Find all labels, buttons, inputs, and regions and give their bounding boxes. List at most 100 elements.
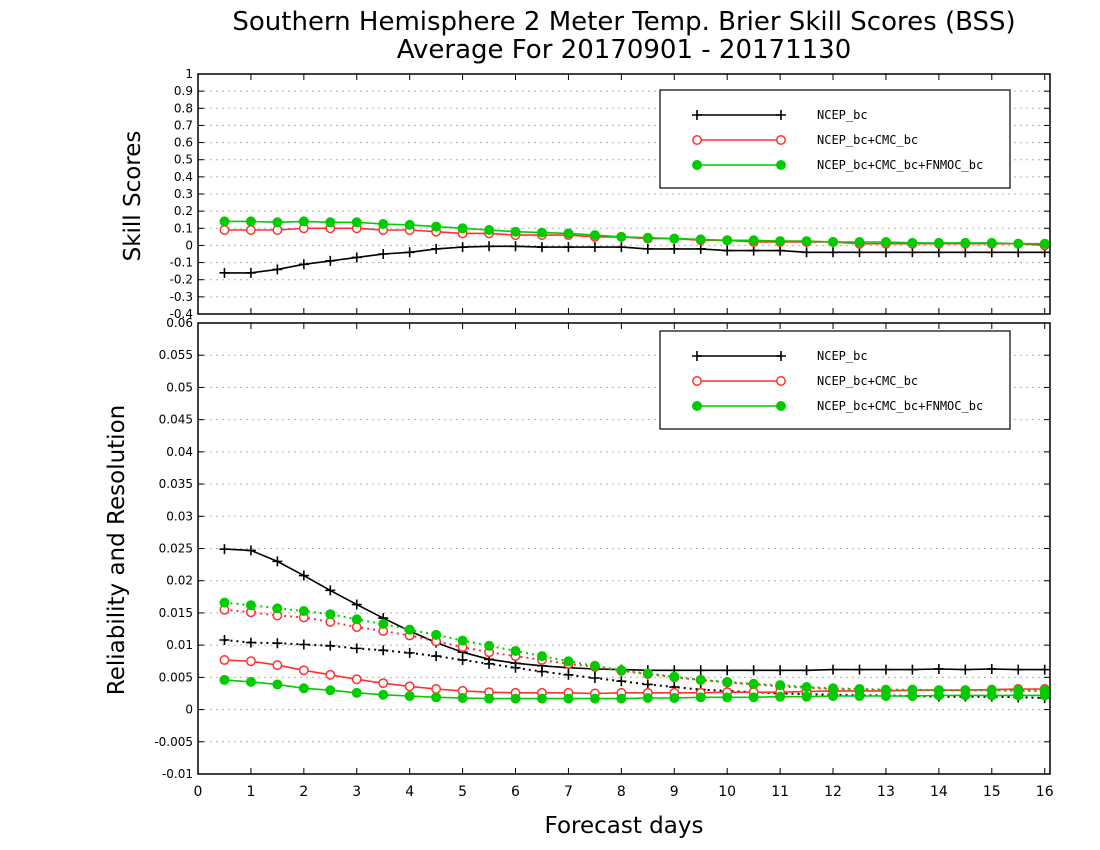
data-point [589, 230, 600, 241]
data-point [616, 676, 627, 687]
data-point [536, 242, 547, 253]
x-axis-title: Forecast days [545, 813, 704, 839]
data-point [404, 681, 415, 692]
legend-item: NCEP_bc [692, 108, 868, 122]
data-point [589, 673, 600, 684]
data-point [695, 665, 706, 676]
x-tick-label: 13 [877, 784, 895, 800]
x-tick-label: 5 [458, 784, 467, 800]
data-point [748, 235, 759, 246]
data-point [351, 217, 362, 228]
x-tick-label: 7 [564, 784, 573, 800]
series-ncep-bc [219, 241, 1050, 278]
data-point [219, 225, 230, 235]
data-point [298, 570, 309, 581]
data-point [484, 658, 495, 669]
data-point [695, 243, 706, 254]
data-point [801, 691, 812, 702]
data-point [510, 693, 521, 704]
data-point [589, 242, 600, 253]
data-point [775, 236, 786, 247]
data-point [536, 693, 547, 704]
y-tick-label: -0.1 [170, 256, 193, 270]
data-point [378, 678, 389, 689]
data-point [933, 237, 944, 248]
data-point [907, 691, 918, 702]
data-point [325, 640, 336, 651]
legend-item: NCEP_bc+CMC_bc [692, 133, 918, 147]
y-tick-label: -0.4 [170, 307, 193, 321]
data-point [642, 679, 653, 690]
data-point [695, 674, 706, 685]
data-point [298, 665, 309, 676]
data-point [563, 693, 574, 704]
data-point [325, 685, 336, 696]
data-point [431, 221, 442, 232]
data-point [298, 639, 309, 650]
data-point [775, 245, 786, 256]
data-point [457, 635, 468, 646]
series-line [224, 608, 1045, 692]
data-point [933, 663, 944, 674]
data-point [457, 242, 468, 253]
legend-marker [692, 351, 702, 361]
legend-label: NCEP_bc+CMC_bc+FNMOC_bc [817, 399, 983, 413]
legend-marker [776, 135, 786, 145]
legend-item: NCEP_bc+CMC_bc [692, 374, 918, 388]
data-point [404, 219, 415, 230]
data-point [351, 643, 362, 654]
y-tick-label: -0.3 [170, 290, 193, 304]
data-point [1039, 690, 1050, 701]
data-point [669, 233, 680, 244]
data-point [1039, 664, 1050, 675]
chart-panel-1: -0.4 -0.3 -0.2 -0.1 0 0.1 0.2 0.3 0.4 0.5 0.6 0.7 0.… [170, 67, 1051, 321]
data-point [642, 243, 653, 254]
data-point [854, 691, 865, 702]
data-point [484, 241, 495, 252]
data-point [642, 232, 653, 243]
x-tick-label: 9 [670, 784, 679, 800]
data-point [880, 247, 891, 258]
data-point [1013, 238, 1024, 249]
data-point [1013, 247, 1024, 258]
data-point [775, 691, 786, 702]
data-point [960, 664, 971, 675]
data-point [484, 640, 495, 651]
series-ncep-bc-cmc-bc-resolution [219, 604, 1050, 696]
data-point [748, 692, 759, 703]
data-point [986, 690, 997, 701]
y-tick-label: 0 [185, 703, 193, 717]
data-point [801, 247, 812, 258]
data-point [351, 687, 362, 698]
data-point [748, 665, 759, 676]
data-point [484, 693, 495, 704]
series-line [224, 548, 1045, 672]
data-point [722, 245, 733, 256]
series-ncep-bc-resolution [219, 544, 1050, 676]
legend-label: NCEP_bc [817, 349, 868, 363]
data-point [351, 599, 362, 610]
y-tick-label: 0.9 [174, 84, 193, 98]
x-tick-label: 15 [983, 784, 1001, 800]
data-point [378, 618, 389, 629]
data-point [510, 241, 521, 252]
data-point [378, 689, 389, 700]
data-point [616, 693, 627, 704]
legend-label: NCEP_bc+CMC_bc+FNMOC_bc [817, 158, 983, 172]
chart-title: Southern Hemisphere 2 Meter Temp. Brier … [232, 7, 1015, 37]
data-point [510, 226, 521, 237]
y-tick-label: 0 [185, 238, 193, 252]
data-point [431, 692, 442, 703]
data-point [722, 692, 733, 703]
plot-frame [197, 73, 1051, 315]
data-point [616, 231, 627, 242]
legend-marker [692, 110, 702, 120]
y-tick-label: 0.01 [166, 638, 193, 652]
data-point [563, 228, 574, 239]
legend-marker [776, 160, 786, 170]
data-point [245, 545, 256, 556]
legend-label: NCEP_bc+CMC_bc [817, 133, 918, 147]
data-point [325, 255, 336, 266]
data-point [748, 245, 759, 256]
x-tick-label: 16 [1036, 784, 1054, 800]
